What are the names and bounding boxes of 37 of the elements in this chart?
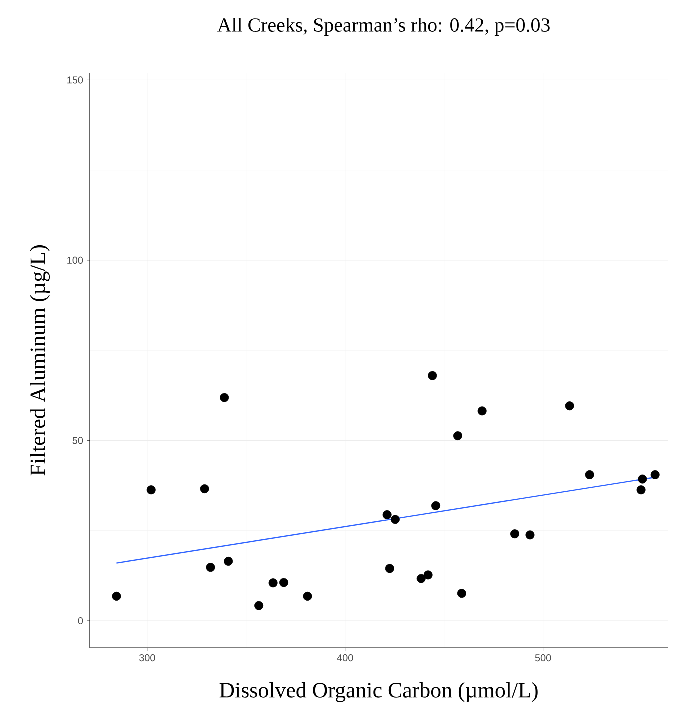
point: [650, 470, 660, 480]
y-tick-label: 0: [78, 617, 84, 624]
chart-title: All Creeks, Spearman’s rho: 0.42, p=0.03: [218, 18, 550, 36]
point: [565, 402, 574, 411]
x-axis-title: Dissolved Organic Carbon (µmol/L): [220, 682, 538, 702]
x-tick-label: 500: [535, 654, 552, 662]
point: [416, 574, 426, 584]
point: [638, 474, 648, 484]
point: [279, 578, 288, 588]
point: [254, 601, 264, 610]
point: [478, 406, 487, 416]
point: [432, 501, 441, 510]
point: [268, 578, 278, 588]
point: [453, 432, 462, 441]
y-tick-label: 100: [68, 256, 84, 264]
point: [385, 564, 394, 574]
point: [220, 393, 230, 402]
point: [200, 484, 210, 494]
point: [585, 470, 594, 480]
point: [112, 592, 122, 601]
point: [146, 486, 156, 495]
y-tick-label: 150: [68, 76, 84, 84]
y-axis-title: Filtered Aluminum (µg/L): [30, 246, 50, 476]
point: [526, 530, 535, 540]
point: [382, 510, 392, 520]
point: [636, 486, 646, 495]
point: [390, 515, 400, 524]
point: [206, 563, 216, 572]
point: [457, 589, 466, 598]
y-tick-label: 50: [72, 437, 84, 444]
x-tick-label: 400: [337, 654, 354, 662]
point: [510, 530, 520, 539]
x-tick-label: 300: [139, 654, 156, 662]
point: [303, 592, 312, 601]
point: [424, 570, 433, 580]
point: [428, 371, 438, 380]
point: [224, 556, 234, 566]
